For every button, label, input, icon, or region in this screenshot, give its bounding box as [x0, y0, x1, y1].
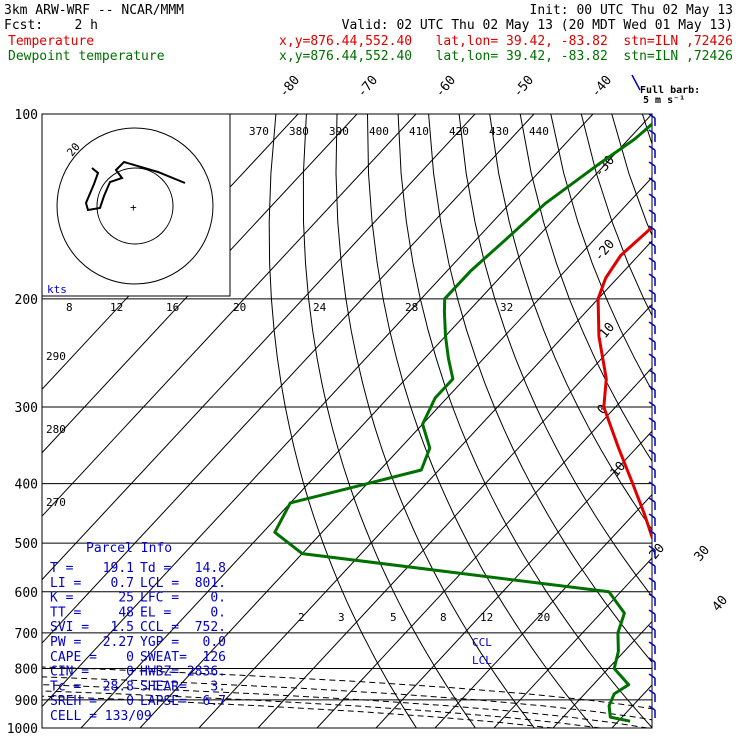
forecast-hour: Fcst: 2 h [4, 18, 98, 33]
valid-time: Valid: 02 UTC Thu 02 May 13 (20 MDT Wed … [342, 18, 733, 33]
pressure-tick-label: 400 [15, 478, 38, 493]
pressure-tick-label: 200 [15, 293, 38, 308]
pressure-tick-label: 500 [15, 537, 38, 552]
pressure-tick-label: 900 [15, 694, 38, 709]
pressure-tick-label: 100 [15, 108, 38, 123]
pressure-tick-label: 600 [15, 586, 38, 601]
pressure-tick-label: 700 [15, 627, 38, 642]
dewpoint-location: x,y=876.44,552.40 lat,lon= 39.42, -83.82… [279, 49, 733, 64]
temperature-legend-label: Temperature [8, 34, 94, 49]
wind-key-units: 5 m s⁻¹ [643, 95, 685, 106]
init-time: Init: 00 UTC Thu 02 May 13 [530, 3, 734, 18]
dewpoint-legend-label: Dewpoint temperature [8, 49, 165, 64]
pressure-tick-label: 800 [15, 662, 38, 677]
temperature-location: x,y=876.44,552.40 lat,lon= 39.42, -83.82… [279, 34, 733, 49]
pressure-tick-label: 300 [15, 401, 38, 416]
model-title: 3km ARW-WRF -- NCAR/MMM [4, 3, 184, 18]
pressure-tick-label: 1000 [7, 722, 38, 737]
